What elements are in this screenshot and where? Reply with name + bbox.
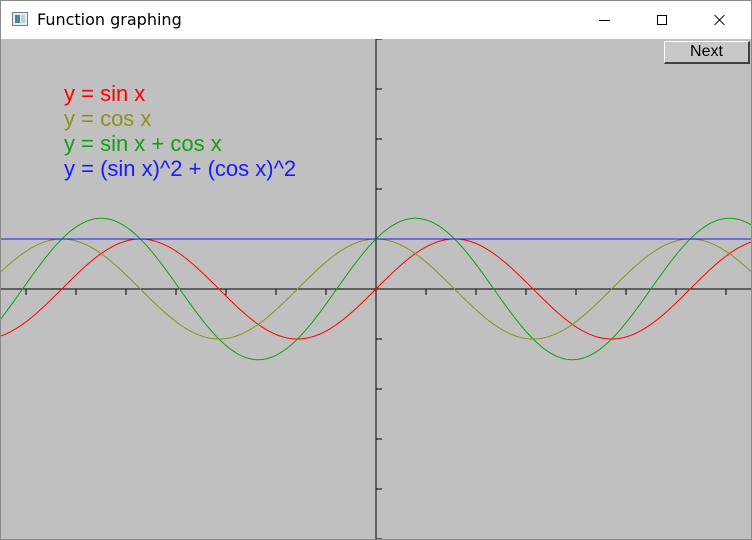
series-line-sin bbox=[1, 238, 751, 340]
next-button[interactable]: Next bbox=[664, 41, 750, 64]
legend-item-sin-plus-cos: y = sin x + cos x bbox=[64, 131, 222, 156]
maximize-button[interactable] bbox=[639, 1, 685, 39]
plot-area: y = sin x y = cos x y = sin x + cos x y … bbox=[1, 39, 751, 539]
title-bar[interactable]: Function graphing bbox=[1, 1, 751, 39]
maximize-icon bbox=[657, 15, 667, 25]
minimize-button[interactable] bbox=[581, 1, 627, 39]
legend: y = sin x y = cos x y = sin x + cos x y … bbox=[64, 81, 296, 181]
legend-item-cos: y = cos x bbox=[64, 106, 152, 131]
function-plot bbox=[1, 39, 751, 539]
window-title: Function graphing bbox=[37, 10, 182, 29]
legend-item-sin: y = sin x bbox=[64, 81, 146, 106]
legend-item-pythagorean-identity: y = (sin x)^2 + (cos x)^2 bbox=[64, 156, 297, 181]
app-window-icon bbox=[12, 12, 28, 26]
close-icon bbox=[714, 14, 726, 26]
close-button[interactable] bbox=[697, 1, 743, 39]
minimize-icon bbox=[598, 19, 610, 21]
